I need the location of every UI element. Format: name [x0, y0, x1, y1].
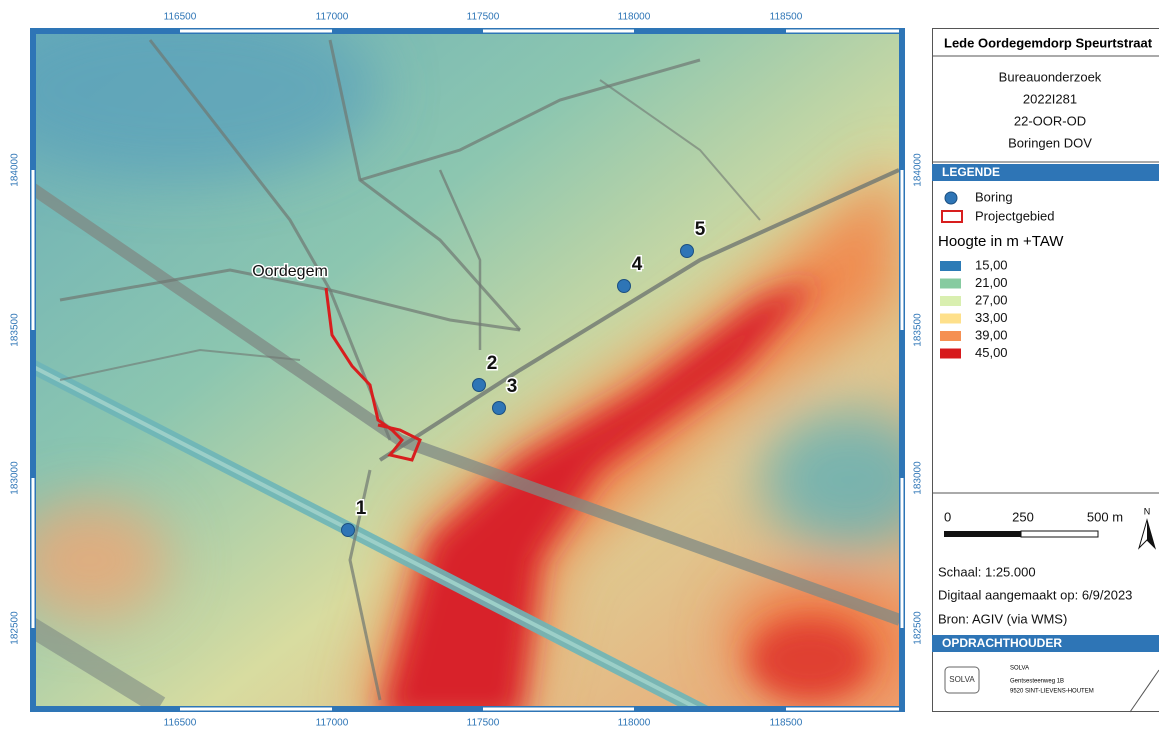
- y-coord-label: 184000: [913, 153, 924, 187]
- boring-label: 1: [356, 498, 367, 519]
- client-address: Gentsesteenweg 1B: [1010, 679, 1064, 685]
- y-coord-label: 183500: [10, 313, 21, 347]
- scale-bar: [1020, 530, 1099, 538]
- boring: [492, 401, 506, 415]
- client-header-bar: [932, 635, 1159, 652]
- y-coord-label: 182500: [913, 611, 924, 645]
- boring-symbol: [944, 191, 958, 205]
- north-label: N: [1144, 506, 1151, 516]
- y-coord-label: 183000: [913, 461, 924, 495]
- elevation-label: 33,00: [975, 310, 1008, 325]
- info-line: Bureauonderzoek: [999, 69, 1102, 84]
- x-coord-label: 117000: [316, 718, 349, 729]
- info-line: 2022I281: [1023, 91, 1077, 106]
- info-line: Boringen DOV: [1008, 135, 1092, 150]
- elevation-swatch: [940, 313, 961, 324]
- boring-label: 2: [487, 353, 498, 374]
- date: Digitaal aangemaakt op: 6/9/2023: [938, 587, 1132, 602]
- y-coord-label: 183000: [10, 461, 21, 495]
- elevation-label: 45,00: [975, 345, 1008, 360]
- x-coord-label: 117500: [467, 718, 500, 729]
- boring-label: 5: [695, 219, 706, 240]
- x-coord-label: 118500: [770, 12, 803, 23]
- elevation-label: 27,00: [975, 292, 1008, 307]
- y-coord-label: 182500: [10, 611, 21, 645]
- elevation-label: 15,00: [975, 257, 1008, 272]
- client-address: 9520 SINT-LIEVENS-HOUTEM: [1010, 689, 1094, 695]
- elevation-swatch: [940, 278, 961, 289]
- x-coord-label: 116500: [164, 718, 197, 729]
- border-segments: [31, 29, 904, 711]
- client-name: SOLVA: [1010, 666, 1029, 672]
- elevation-swatch: [940, 348, 961, 359]
- x-coord-label: 117500: [467, 12, 500, 23]
- legend-item: Projectgebied: [975, 208, 1055, 223]
- scale-label: 500 m: [1087, 509, 1123, 524]
- scale-ratio: Schaal: 1:25.000: [938, 564, 1036, 579]
- x-coord-label: 118000: [618, 12, 651, 23]
- elevation-label: 39,00: [975, 327, 1008, 342]
- client-header: OPDRACHTHOUDER: [942, 636, 1062, 650]
- client-logo: SOLVA: [949, 675, 975, 684]
- x-coord-label: 118500: [770, 718, 803, 729]
- boring-label: 4: [632, 254, 643, 275]
- legend-title: Lede Oordegemdorp Speurtstraat: [944, 35, 1153, 50]
- legend-header-bar: [932, 164, 1159, 181]
- boring: [472, 378, 486, 392]
- scale-label: 0: [944, 509, 951, 524]
- client-logo-box: [944, 666, 980, 694]
- legend-header: LEGENDE: [942, 165, 1000, 179]
- boring-label: 3: [507, 376, 518, 397]
- scale-label: 250: [1012, 509, 1034, 524]
- elevation-swatch: [940, 261, 961, 271]
- y-coord-label: 184000: [10, 153, 21, 187]
- source: Bron: AGIV (via WMS): [938, 611, 1067, 626]
- map-border: [30, 28, 905, 712]
- y-coord-label: 183500: [913, 313, 924, 347]
- boring: [617, 279, 631, 293]
- boring: [680, 244, 694, 258]
- legend-item: Boring: [975, 189, 1013, 204]
- elevation-title: Hoogte in m +TAW: [938, 233, 1064, 250]
- scale-bar: [944, 531, 1021, 537]
- boring: [341, 523, 355, 537]
- project-symbol: [941, 210, 963, 223]
- elevation-label: 21,00: [975, 275, 1008, 290]
- x-coord-label: 118000: [618, 718, 651, 729]
- legend-panel: Lede Oordegemdorp Speurtstraat Bureauond…: [932, 28, 1159, 713]
- place-label: Oordegem: [252, 263, 328, 280]
- panel-border: [932, 28, 1159, 712]
- x-coord-label: 116500: [164, 12, 197, 23]
- x-coord-label: 117000: [316, 12, 349, 23]
- project-area: [324, 287, 422, 462]
- elevation-swatch: [940, 296, 961, 306]
- info-line: 22-OOR-OD: [1014, 113, 1086, 128]
- elevation-swatch: [940, 331, 961, 341]
